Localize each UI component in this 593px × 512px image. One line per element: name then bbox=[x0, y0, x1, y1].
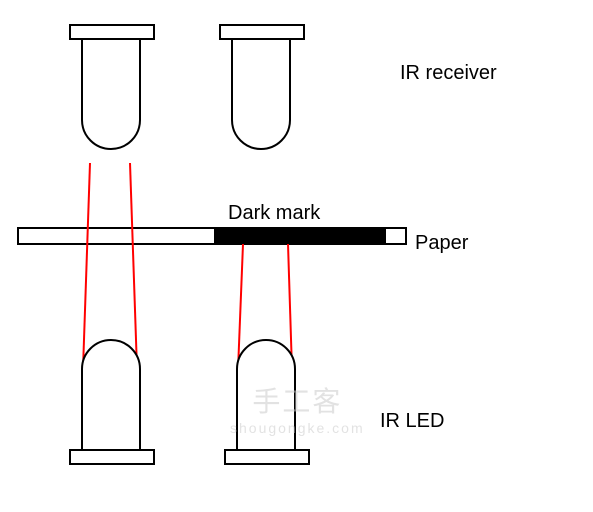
ir-receiver-cap-0 bbox=[70, 25, 154, 39]
label-ir-receiver: IR receiver bbox=[400, 62, 497, 85]
ir-receiver-cap-1 bbox=[220, 25, 304, 39]
watermark-bottom: shougongke.com bbox=[230, 420, 365, 436]
dark-mark-rect bbox=[215, 228, 385, 244]
ir-ray-0 bbox=[83, 163, 90, 369]
watermark-top: 手工客 bbox=[230, 380, 365, 420]
ir-led-body-0 bbox=[82, 340, 140, 450]
label-paper: Paper bbox=[415, 232, 468, 255]
ir-receiver-body-1 bbox=[232, 39, 290, 149]
label-ir-led: IR LED bbox=[380, 410, 444, 433]
label-dark-mark: Dark mark bbox=[228, 202, 320, 225]
ir-led-cap-0 bbox=[70, 450, 154, 464]
watermark: 手工客 shougongke.com bbox=[230, 380, 365, 436]
ir-led-cap-1 bbox=[225, 450, 309, 464]
ir-receiver-body-0 bbox=[82, 39, 140, 149]
ir-ray-1 bbox=[130, 163, 137, 369]
